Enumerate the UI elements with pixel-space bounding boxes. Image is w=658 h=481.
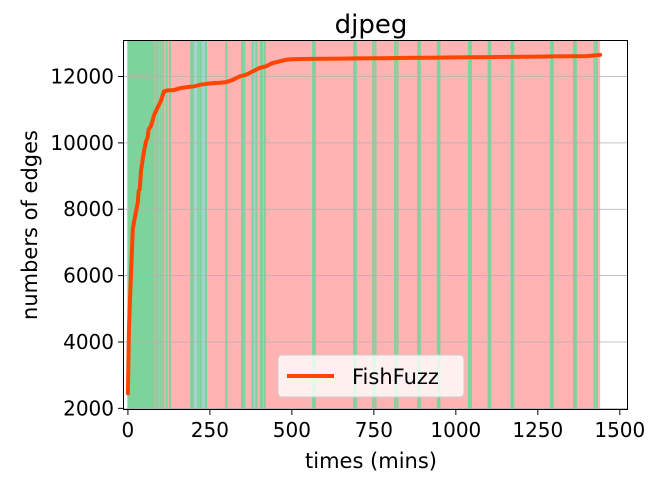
green-band [394,40,397,410]
teal-band [252,40,257,410]
green-band [190,40,193,410]
y-axis: 2000 4000 6000 8000 10000 12000 [50,65,123,420]
green-band [243,40,246,410]
legend-label: FishFuzz [352,365,439,389]
green-band [144,40,147,410]
x-tick-label: 0 [122,418,135,442]
x-tick-label: 500 [273,418,311,442]
green-band [141,40,144,410]
green-band [162,40,165,410]
green-band [354,40,357,410]
green-band [436,40,439,410]
x-tick-label: 750 [355,418,393,442]
green-band [512,40,515,410]
green-band [251,40,254,410]
green-band [146,40,149,410]
green-band [595,40,598,410]
green-band [549,40,552,410]
green-band [396,40,399,410]
x-tick-label: 1000 [430,418,481,442]
y-tick-label: 4000 [63,330,114,354]
green-band [148,40,151,410]
green-band [150,40,153,410]
green-band [489,40,492,410]
green-band [204,40,207,410]
y-axis-label: numbers of edges [18,130,42,320]
series-layer [125,52,603,396]
legend: FishFuzz [277,354,465,398]
y-tick-label: 8000 [63,197,114,221]
green-band [241,40,244,410]
green-band [154,40,157,410]
x-axis: 0 250 500 750 1000 1250 1500 [122,410,645,442]
green-band [417,40,420,410]
green-band [255,40,258,410]
plot-frame [123,40,628,410]
green-band [353,40,356,410]
y-tick-label: 2000 [63,396,114,420]
green-band [469,40,472,410]
green-band [143,40,146,410]
green-band [418,40,421,410]
green-band [312,40,315,410]
green-band [152,40,155,410]
green-band [510,40,513,410]
green-band [372,40,375,410]
green-band [593,40,596,410]
teal-band [201,40,206,410]
series-line-fishfuzz [125,52,603,396]
x-tick-label: 1500 [594,418,645,442]
green-band [168,40,171,410]
green-band [467,40,470,410]
green-band [438,40,441,410]
green-band [225,40,228,410]
legend-box [277,354,465,398]
grid-layer [123,76,628,409]
chart-title: djpeg [335,10,408,40]
green-band [138,40,141,410]
y-tick-label: 6000 [63,264,114,288]
green-band [574,40,577,410]
band-layer [127,40,601,410]
green-band [261,40,264,410]
green-band [263,40,266,410]
x-tick-label: 250 [191,418,229,442]
green-band [157,40,160,410]
green-band [130,40,133,410]
green-band [191,40,194,410]
green-band [135,40,138,410]
green-band [165,40,168,410]
green-band [159,40,162,410]
green-band [199,40,202,410]
green-band [551,40,554,410]
green-band [487,40,490,410]
green-band [128,40,131,410]
green-band [127,40,130,410]
x-axis-label: times (mins) [305,449,437,473]
green-band [572,40,575,410]
green-band [259,40,262,410]
x-tick-label: 1250 [512,418,563,442]
green-band [197,40,200,410]
y-tick-label: 12000 [50,65,114,89]
y-tick-label: 10000 [50,131,114,155]
green-band [137,40,140,410]
green-band [140,40,143,410]
teal-band [193,40,198,410]
green-band [374,40,377,410]
green-band [313,40,316,410]
